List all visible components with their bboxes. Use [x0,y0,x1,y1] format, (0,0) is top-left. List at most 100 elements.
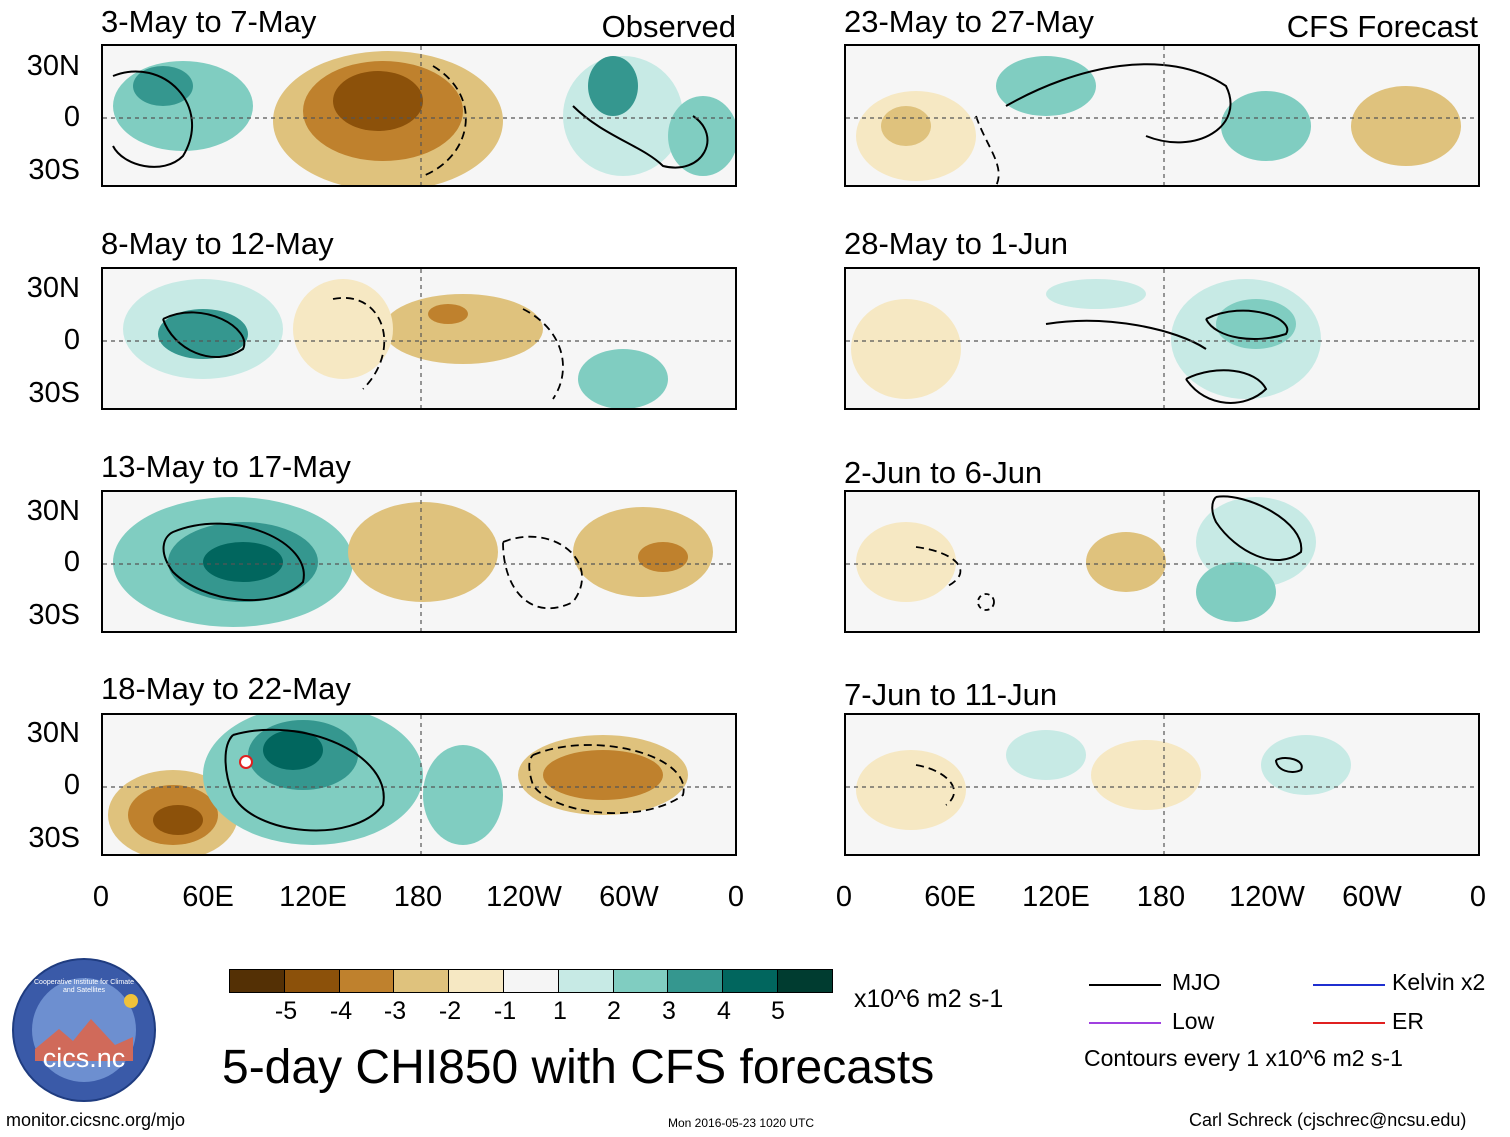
panel-title: 3-May to 7-May [101,4,317,39]
colorbar-cell [667,969,724,993]
logo-ring-text: Cooperative Institute for Climate and Sa… [34,979,134,995]
low-legend-label: Low [1172,1008,1215,1034]
lon-label: 180 [393,881,443,913]
lon-label: 0 [835,881,853,913]
lat-label: 30S [28,377,80,409]
lat-label: 30S [28,822,80,854]
anomaly-blob [348,502,498,602]
map-panel-observed-4 [101,713,737,856]
lon-label: 60W [1342,881,1402,913]
footer-author: Carl Schreck (cjschrec@ncsu.edu) [1189,1110,1467,1130]
lon-label: 0 [727,881,745,913]
map-panel-observed-2 [101,267,737,410]
map-panel-forecast-1 [844,44,1480,187]
anomaly-blob [423,745,503,845]
lat-label: 0 [63,769,80,801]
cics-logo: cics.nc Cooperative Institute for Climat… [11,957,157,1103]
mjo-contour [1275,757,1303,773]
anomaly-blob [1261,735,1351,795]
colorbar-label: 4 [717,997,731,1025]
colorbar-cell [393,969,450,993]
colorbar-cell [557,969,614,993]
colorbar-cell [722,969,778,993]
lon-label: 120W [1229,881,1305,913]
colorbar-label: -4 [329,997,353,1025]
mjo-contour [1045,319,1207,350]
colorbar-cell [283,969,340,993]
mjo-contour-negative [975,115,1000,185]
chi-anomaly-map [846,46,1478,185]
footer-url: monitor.cicsnc.org/mjo [6,1110,186,1130]
anomaly-blob [1091,740,1201,810]
er-legend-label: ER [1392,1008,1424,1034]
mjo-contour [112,70,194,168]
er-legend-line [1313,1022,1385,1024]
lat-label: 0 [63,101,80,133]
mjo-contour [1205,309,1289,340]
lat-label: 0 [63,546,80,578]
colorbar-cell [448,969,504,993]
anomaly-blob [203,542,283,582]
lat-label: 0 [63,324,80,356]
anomaly-blob [153,805,203,835]
mjo-contour-negative [422,65,467,177]
colorbar-cell [612,969,669,993]
observed-label: Observed [601,9,736,44]
panel-title: 13-May to 17-May [101,449,351,484]
colorbar-cell [229,969,285,993]
anomaly-blob [1006,730,1086,780]
cics-logo-icon [12,958,156,1102]
colorbar-cell [338,969,395,993]
logo-text: cics.nc [42,1043,126,1073]
figure-title: 5-day CHI850 with CFS forecasts [222,1041,935,1094]
anomaly-blob [668,96,735,176]
mjo-legend-line [1089,984,1161,986]
anomaly-blob [293,279,393,379]
map-panel-observed-1 [101,44,737,187]
anomaly-blob [383,294,543,364]
mjo-contour-negative [522,308,564,400]
chi-anomaly-map [103,269,735,408]
footer-timestamp: Mon 2016-05-23 1020 UTC [668,1116,815,1130]
mjo-contour [224,728,385,832]
colorbar-label: 1 [553,997,567,1025]
colorbar-label: -2 [438,997,462,1025]
anomaly-blob [881,106,931,146]
forecast-label: CFS Forecast [1286,9,1478,44]
map-panel-forecast-3 [844,490,1480,633]
lat-label: 30S [28,599,80,631]
lon-label: 120W [486,881,562,913]
lon-label: 60E [924,881,976,913]
mjo-contour [1211,495,1303,562]
chi-anomaly-map [103,46,735,185]
colorbar-cell [503,969,559,993]
chi-anomaly-map [103,715,735,854]
lon-label: 0 [1469,881,1487,913]
anomaly-blob [133,66,193,106]
lat-label: 30N [26,50,80,82]
chi-anomaly-map [103,492,735,631]
anomaly-blob [856,522,956,602]
mjo-contour [162,522,305,602]
mjo-contour [1185,369,1268,404]
colorbar-units: x10^6 m2 s-1 [854,985,1004,1013]
kelvin-legend-label: Kelvin x2 [1392,969,1486,995]
colorbar-label: 3 [662,997,676,1025]
lon-label: 60W [599,881,659,913]
mjo-contour-negative [915,764,955,806]
map-panel-forecast-4 [844,713,1480,856]
colorbar-label: -1 [493,997,517,1025]
colorbar-label: 5 [771,997,785,1025]
map-panel-observed-3 [101,490,737,633]
anomaly-blob [1351,86,1461,166]
lon-label: 120E [1022,881,1090,913]
panel-title: 8-May to 12-May [101,226,334,261]
panel-title: 2-Jun to 6-Jun [844,455,1043,490]
kelvin-legend-line [1313,984,1385,986]
panel-title: 23-May to 27-May [844,4,1094,39]
mjo-contour [572,105,709,169]
panel-title: 7-Jun to 11-Jun [844,677,1058,712]
anomaly-blob [263,730,323,770]
mjo-contour [1005,63,1232,144]
mjo-contour-negative [528,744,685,815]
